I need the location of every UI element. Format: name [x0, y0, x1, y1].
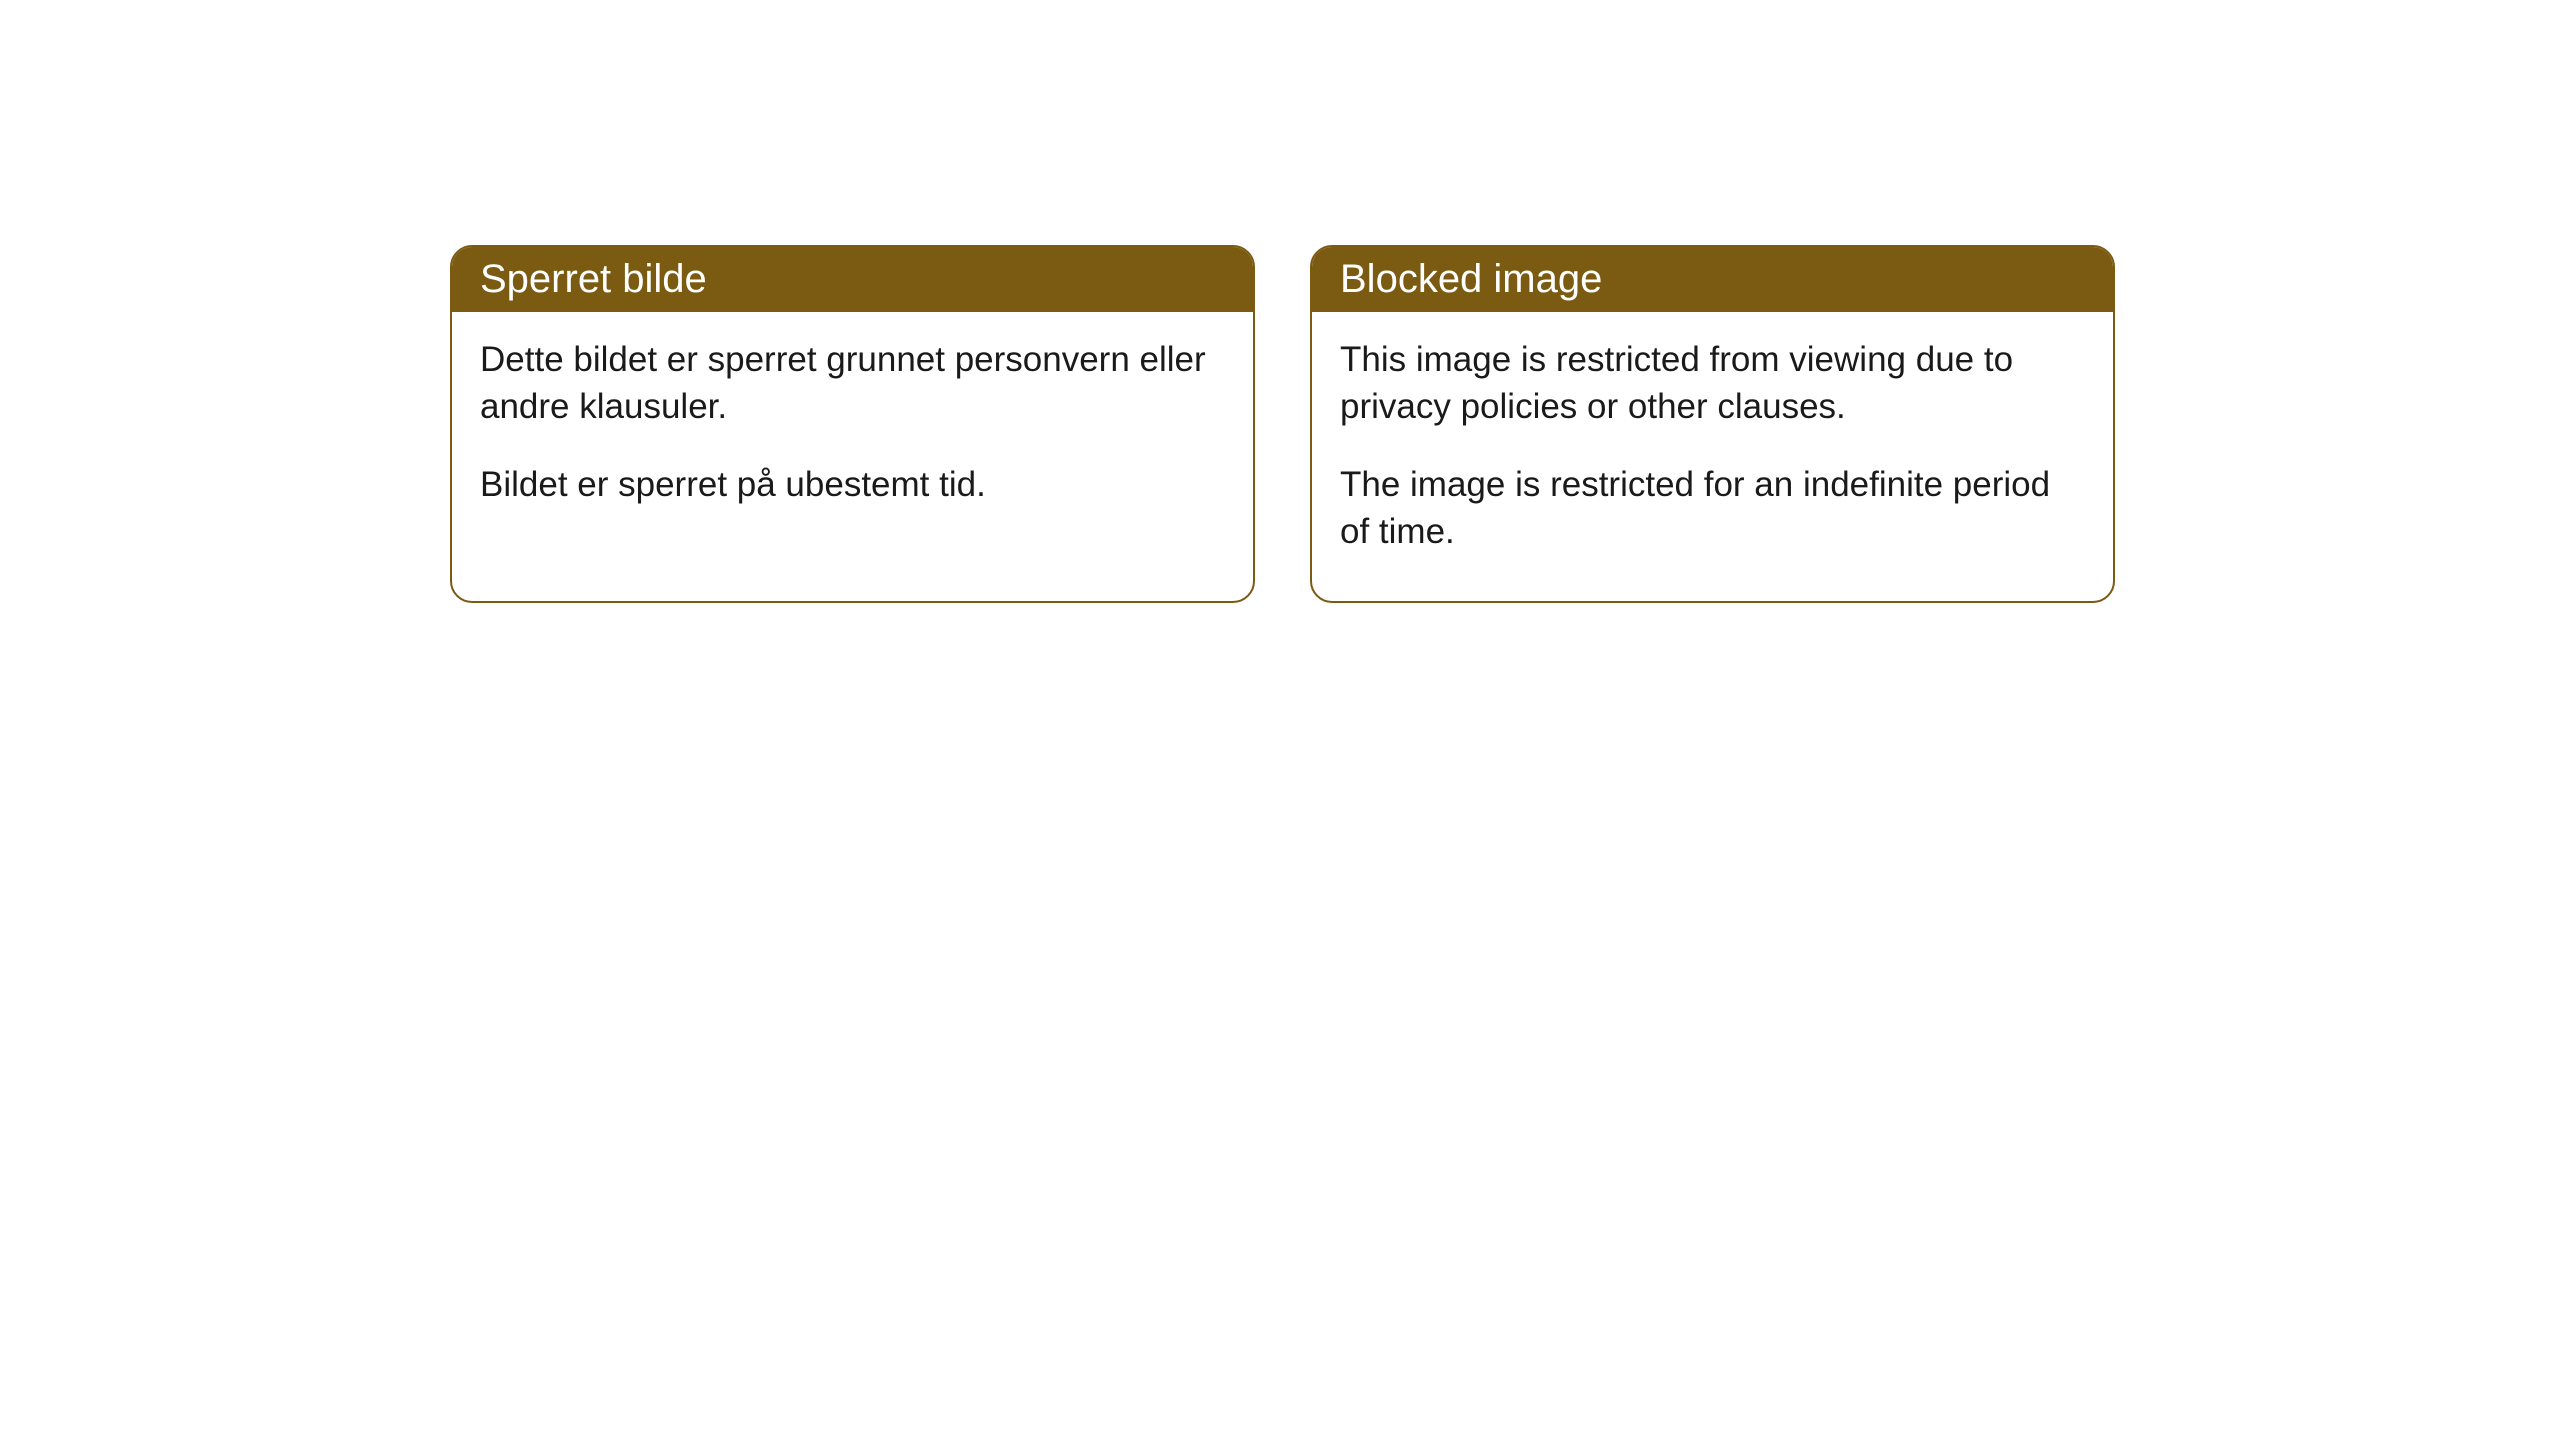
- card-paragraph-1: Dette bildet er sperret grunnet personve…: [480, 336, 1225, 431]
- card-title: Blocked image: [1340, 257, 1602, 301]
- card-body: This image is restricted from viewing du…: [1312, 312, 2113, 601]
- blocked-image-card-norwegian: Sperret bilde Dette bildet er sperret gr…: [450, 245, 1255, 603]
- card-header: Sperret bilde: [452, 247, 1253, 312]
- card-paragraph-2: The image is restricted for an indefinit…: [1340, 461, 2085, 556]
- card-paragraph-1: This image is restricted from viewing du…: [1340, 336, 2085, 431]
- blocked-image-card-english: Blocked image This image is restricted f…: [1310, 245, 2115, 603]
- card-title: Sperret bilde: [480, 257, 707, 301]
- cards-container: Sperret bilde Dette bildet er sperret gr…: [450, 245, 2560, 603]
- card-body: Dette bildet er sperret grunnet personve…: [452, 312, 1253, 554]
- card-paragraph-2: Bildet er sperret på ubestemt tid.: [480, 461, 1225, 508]
- card-header: Blocked image: [1312, 247, 2113, 312]
